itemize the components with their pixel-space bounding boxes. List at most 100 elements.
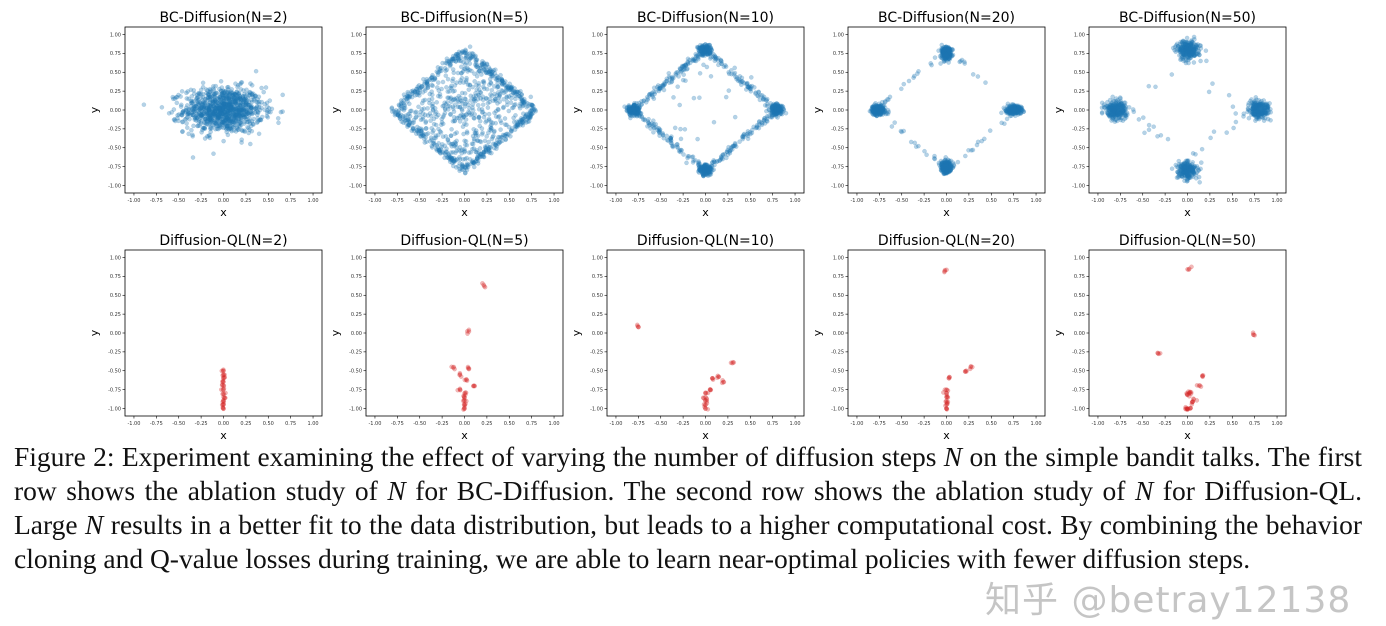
- data-point: [479, 61, 485, 67]
- data-point: [444, 67, 450, 73]
- data-point: [183, 109, 188, 115]
- data-point: [184, 105, 189, 111]
- data-point: [475, 137, 480, 143]
- data-point: [523, 112, 529, 118]
- data-point: [487, 67, 493, 72]
- data-point: [626, 105, 632, 110]
- data-point: [523, 113, 528, 119]
- data-point: [429, 89, 434, 94]
- data-point: [759, 93, 765, 98]
- data-point: [192, 115, 197, 120]
- data-point: [208, 119, 214, 124]
- data-point: [665, 138, 671, 143]
- data-point: [462, 50, 468, 55]
- data-point: [775, 108, 780, 114]
- data-point: [192, 103, 197, 109]
- data-point: [435, 132, 441, 138]
- y-tick-label: 0.00: [351, 108, 362, 114]
- data-point: [449, 155, 455, 161]
- data-point: [191, 98, 196, 104]
- data-point: [452, 118, 458, 124]
- data-point: [480, 59, 485, 64]
- data-point: [450, 104, 456, 110]
- data-point: [212, 92, 217, 97]
- data-point: [452, 97, 457, 102]
- data-point: [222, 93, 228, 99]
- data-point: [462, 104, 468, 109]
- data-point: [199, 112, 204, 117]
- data-point: [409, 128, 415, 133]
- data-point: [632, 105, 638, 110]
- data-point: [780, 104, 786, 110]
- data-point: [418, 117, 424, 123]
- data-point: [674, 142, 680, 147]
- x-tick-label: 0.75: [1249, 198, 1260, 204]
- data-point: [439, 122, 444, 128]
- data-point: [519, 117, 525, 123]
- data-point: [774, 107, 780, 112]
- data-point: [456, 56, 462, 61]
- data-point: [172, 96, 178, 101]
- data-point: [716, 62, 721, 68]
- data-point: [250, 110, 256, 116]
- data-point: [249, 111, 255, 117]
- data-point: [877, 109, 883, 115]
- data-point: [931, 156, 937, 161]
- data-point: [443, 101, 449, 107]
- data-point: [442, 150, 448, 156]
- data-point: [421, 98, 426, 103]
- data-point: [406, 118, 412, 124]
- data-point: [230, 119, 235, 124]
- data-point: [701, 45, 706, 51]
- data-point: [435, 65, 441, 70]
- data-point: [702, 52, 707, 57]
- data-point: [232, 112, 238, 117]
- data-point: [209, 118, 215, 123]
- data-point: [233, 101, 238, 106]
- data-point: [209, 98, 215, 104]
- data-point: [220, 92, 225, 98]
- data-point: [203, 109, 208, 114]
- data-point: [223, 117, 228, 122]
- data-point: [425, 85, 431, 90]
- data-point: [213, 102, 218, 107]
- data-point: [242, 114, 247, 120]
- data-point: [206, 107, 212, 112]
- data-point: [185, 110, 191, 115]
- data-point: [434, 114, 439, 120]
- data-point: [217, 111, 223, 117]
- data-point: [247, 116, 252, 121]
- data-point: [422, 97, 428, 103]
- data-point: [214, 115, 220, 121]
- data-point: [778, 107, 784, 113]
- data-point: [210, 109, 215, 114]
- data-point: [201, 109, 207, 115]
- data-point: [681, 72, 686, 77]
- data-point: [395, 112, 400, 117]
- data-point: [509, 126, 515, 131]
- data-point: [630, 109, 636, 115]
- data-point: [218, 109, 223, 115]
- data-point: [213, 108, 219, 114]
- data-point: [236, 112, 242, 117]
- data-point: [200, 108, 205, 114]
- data-point: [636, 110, 642, 115]
- data-point: [648, 122, 653, 127]
- data-point: [219, 103, 225, 109]
- data-point: [479, 107, 485, 112]
- data-point: [233, 116, 238, 122]
- data-point: [458, 148, 463, 153]
- data-point: [232, 122, 238, 128]
- data-point: [749, 130, 755, 136]
- data-point: [205, 102, 211, 108]
- data-point: [232, 113, 237, 119]
- data-point: [436, 147, 442, 152]
- data-point: [740, 134, 745, 139]
- data-point: [436, 126, 441, 132]
- data-point: [760, 121, 765, 126]
- data-point: [518, 88, 523, 94]
- data-point: [233, 111, 239, 117]
- data-point: [416, 128, 421, 133]
- data-point: [458, 55, 464, 60]
- scatter-plot: BC-Diffusion(N=20)xy-1.00-1.00-0.75-0.75…: [811, 10, 1046, 219]
